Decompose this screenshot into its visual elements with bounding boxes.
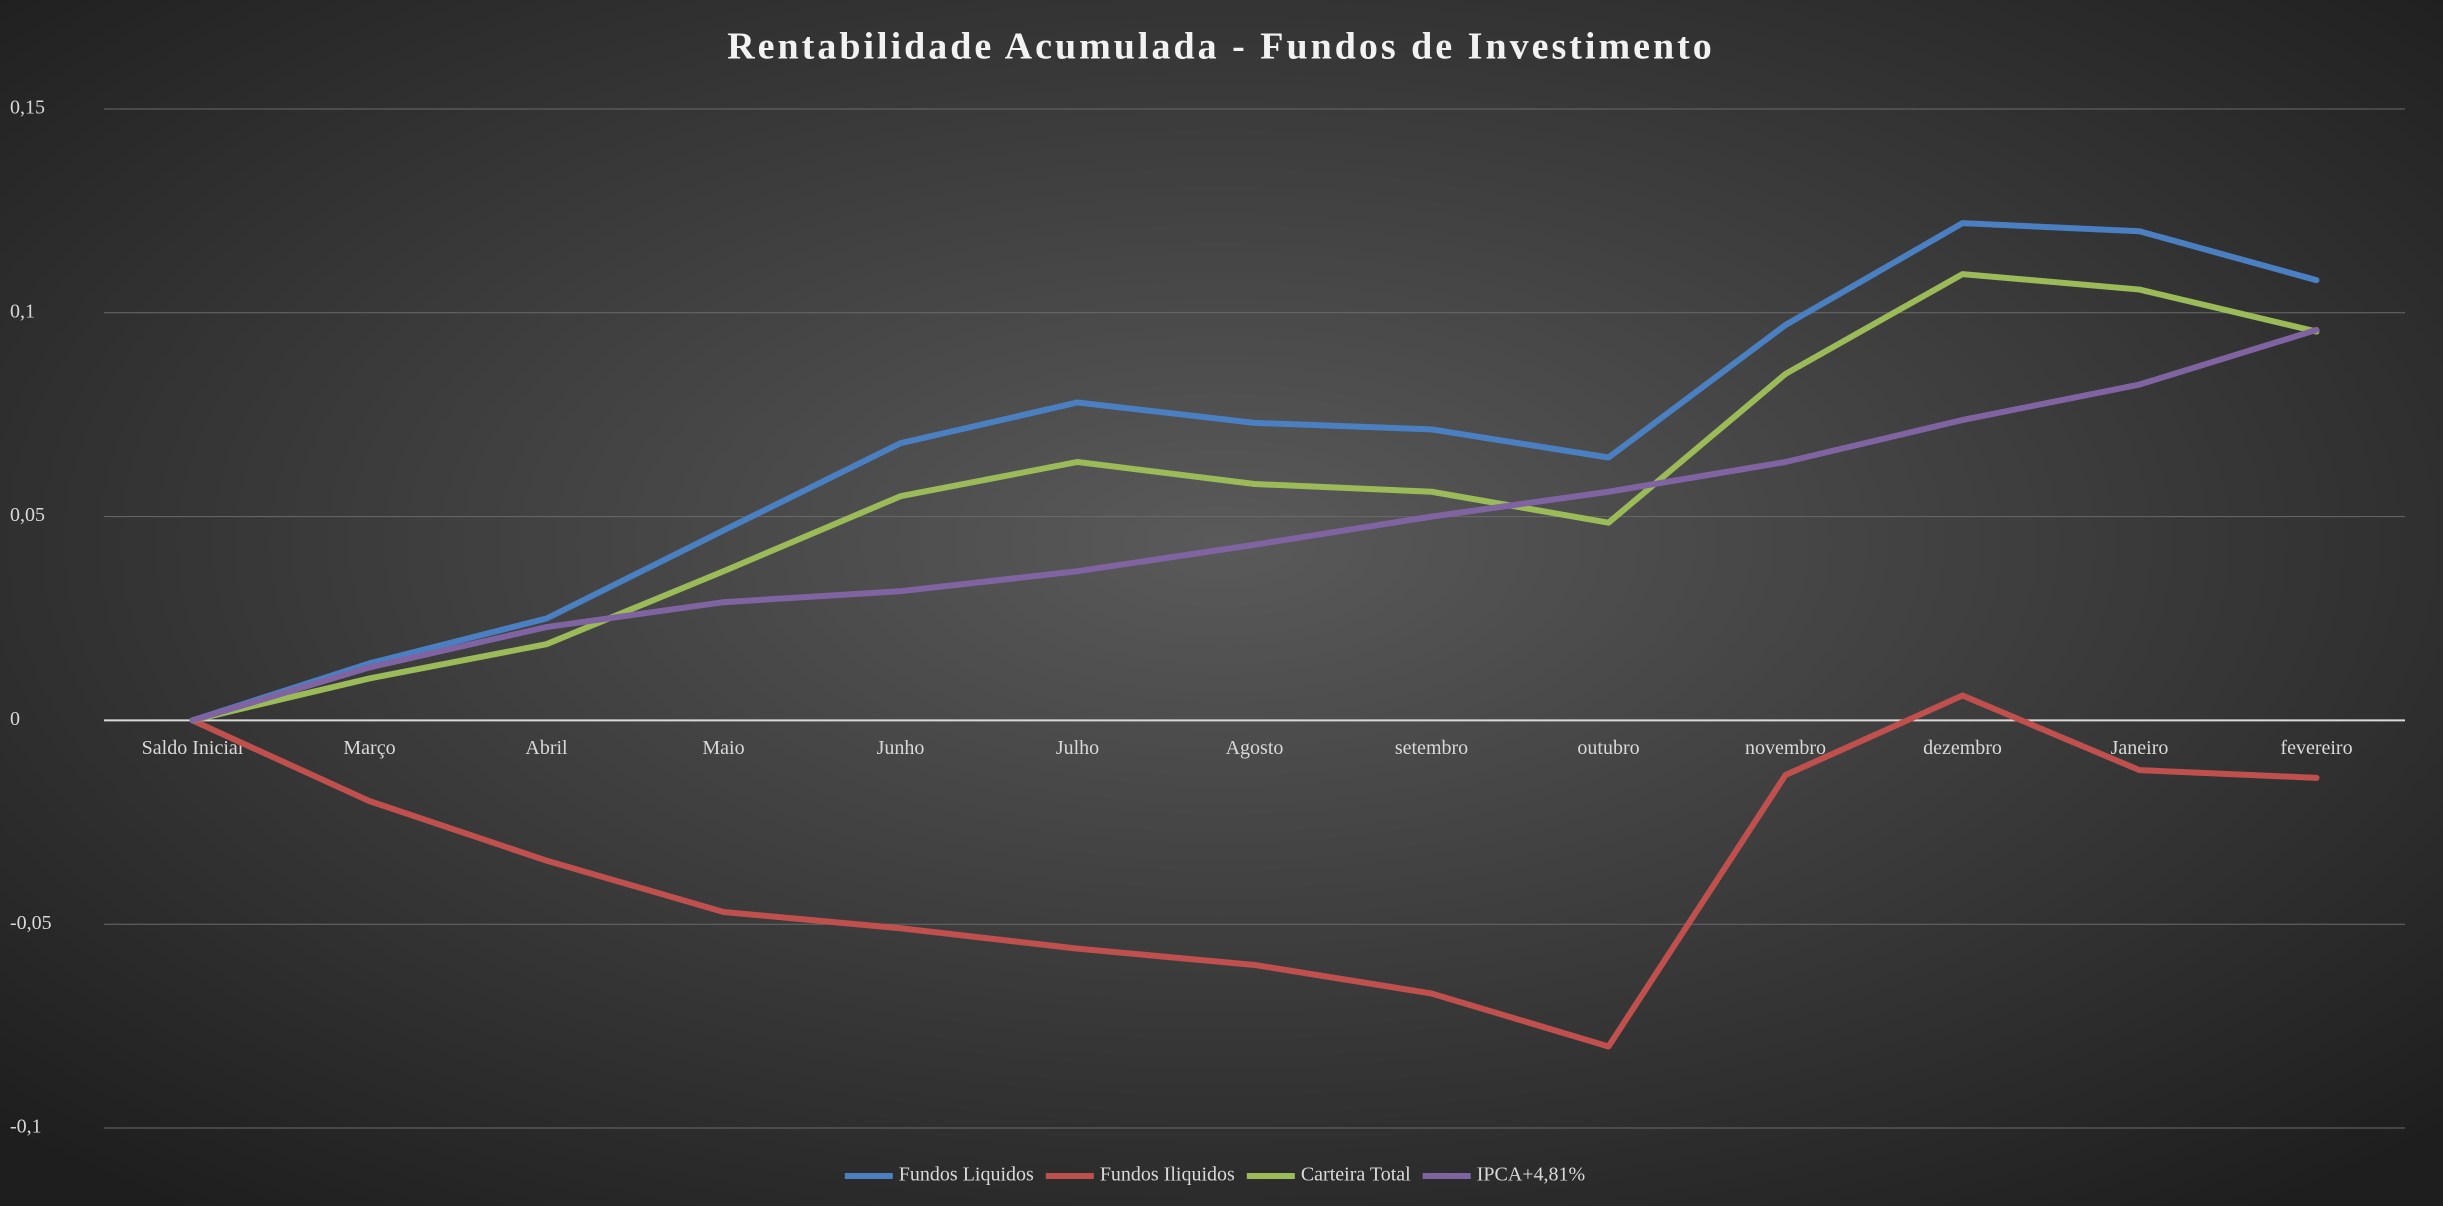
legend-label: Fundos Liquidos [899,1164,1034,1186]
chart-title: Rentabilidade Acumulada - Fundos de Inve… [727,26,1715,68]
series-line [189,692,2320,1050]
x-tick-label: Agosto [1226,737,1284,759]
x-tick-label: dezembro [1923,737,2002,759]
x-tick-label: Saldo Inicial [142,737,244,759]
x-tick-label: Abril [525,737,568,759]
x-tick-label: novembro [1745,737,1826,759]
y-tick-label: 0 [10,708,20,730]
x-tick-label: fevereiro [2280,737,2352,759]
x-tick-label: Maio [702,737,744,759]
x-tick-label: Junho [877,737,925,759]
x-tick-label: Julho [1056,737,1099,759]
legend-label: IPCA+4,81% [1477,1164,1586,1186]
legend-label: Carteira Total [1301,1164,1411,1186]
series-line [189,326,2320,724]
series-line [189,271,2320,724]
x-tick-label: setembro [1395,737,1468,759]
x-tick-label: outubro [1577,737,1639,759]
x-tick-label: Janeiro [2111,737,2169,759]
y-tick-label: -0,05 [10,912,52,934]
y-tick-label: 0,15 [10,97,45,119]
x-tick-label: Março [343,737,395,759]
legend-label: Fundos Iliquidos [1100,1164,1235,1186]
series-line [189,220,2320,724]
y-tick-label: 0,1 [10,300,35,322]
y-tick-label: 0,05 [10,504,45,526]
y-tick-label: -0,1 [10,1116,42,1138]
